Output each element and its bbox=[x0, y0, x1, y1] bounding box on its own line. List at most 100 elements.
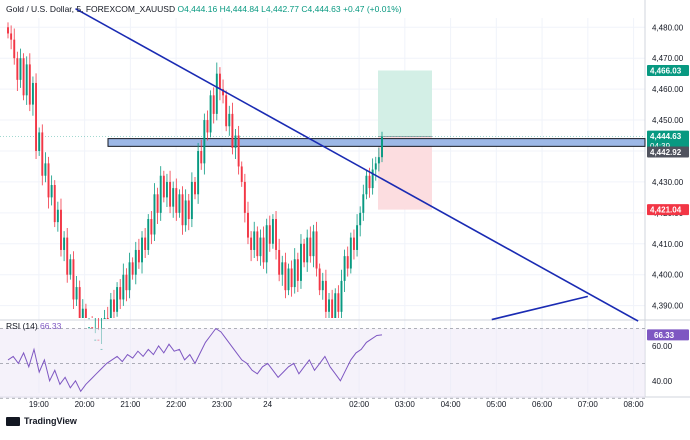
candle-body bbox=[228, 113, 231, 127]
candle-body bbox=[53, 185, 56, 223]
candle bbox=[147, 214, 150, 255]
candle bbox=[284, 252, 287, 299]
candle-body bbox=[35, 82, 38, 151]
candle-body bbox=[16, 58, 19, 80]
price-tick-label: 4,400.00 bbox=[652, 271, 684, 280]
candle-body bbox=[256, 231, 259, 257]
candle bbox=[19, 48, 22, 88]
candle-body bbox=[197, 150, 200, 195]
time-tick-label: 20:00 bbox=[75, 400, 96, 409]
candle-body bbox=[72, 259, 75, 300]
candle-body bbox=[144, 237, 147, 250]
brand-label: TradingView bbox=[24, 416, 77, 426]
candle-body bbox=[50, 185, 53, 198]
candle bbox=[197, 142, 200, 204]
candle-body bbox=[271, 219, 274, 244]
candle-body bbox=[60, 209, 62, 250]
candle bbox=[109, 292, 112, 318]
candle-body bbox=[346, 256, 349, 269]
candle-body bbox=[106, 318, 109, 319]
candle bbox=[377, 147, 380, 172]
candle bbox=[10, 25, 13, 50]
profit-zone[interactable] bbox=[378, 70, 432, 137]
candle-body bbox=[278, 249, 281, 275]
candle bbox=[144, 228, 147, 258]
candle-body bbox=[162, 175, 165, 198]
tradingview-logo-icon bbox=[6, 417, 20, 427]
time-tick-label: 21:00 bbox=[120, 400, 141, 409]
candle bbox=[137, 238, 140, 269]
candle bbox=[131, 257, 134, 280]
symbol-header: Gold / U.S. Dollar, 5, FOREXCOM_XAUUSD O… bbox=[6, 4, 402, 14]
candle bbox=[122, 263, 125, 306]
candle-body bbox=[78, 287, 81, 318]
candle bbox=[16, 51, 19, 91]
descending-trendline[interactable] bbox=[75, 8, 639, 322]
candle bbox=[209, 90, 212, 138]
candle-body bbox=[56, 209, 59, 223]
candle-body bbox=[234, 135, 237, 148]
candle bbox=[243, 173, 246, 223]
high-value: H4,444.84 bbox=[219, 4, 259, 14]
candle-body bbox=[250, 237, 253, 250]
candle-body bbox=[156, 194, 159, 213]
time-tick-label: 06:00 bbox=[532, 400, 553, 409]
candle bbox=[206, 110, 209, 141]
symbol-name: Gold / U.S. Dollar, 5, FOREXCOM_XAUUSD bbox=[6, 4, 176, 14]
candle bbox=[312, 224, 315, 268]
candle bbox=[265, 218, 268, 274]
tradingview-logo[interactable]: TradingView bbox=[6, 416, 77, 427]
candle bbox=[337, 285, 340, 318]
candle bbox=[287, 263, 290, 296]
candle-body bbox=[237, 135, 240, 167]
candle-body bbox=[63, 237, 66, 250]
candle-body bbox=[169, 181, 172, 207]
rsi-value-tag-bg bbox=[647, 329, 689, 341]
candle-body bbox=[356, 225, 359, 250]
candle-body bbox=[147, 219, 150, 250]
loss-zone[interactable] bbox=[378, 136, 432, 210]
candle-body bbox=[337, 293, 340, 312]
candle-body bbox=[31, 82, 34, 105]
candle-body bbox=[119, 287, 122, 300]
candle bbox=[119, 279, 122, 310]
candle bbox=[253, 221, 256, 258]
candle bbox=[162, 170, 165, 203]
price-tick-label: 4,390.00 bbox=[652, 302, 684, 311]
candle bbox=[231, 102, 234, 155]
candle bbox=[371, 158, 374, 195]
candle bbox=[31, 76, 34, 116]
candle bbox=[247, 201, 249, 245]
candle-body bbox=[293, 259, 296, 288]
candle bbox=[225, 90, 228, 132]
candle bbox=[237, 125, 240, 175]
current-price-tag: 4,444.63 bbox=[650, 132, 682, 141]
candle-body bbox=[340, 280, 343, 312]
candle bbox=[194, 176, 196, 200]
price-tick-label: 4,450.00 bbox=[652, 116, 684, 125]
candle-body bbox=[253, 231, 256, 250]
time-tick-label: 03:00 bbox=[395, 400, 416, 409]
candle bbox=[175, 178, 178, 221]
candle bbox=[75, 275, 78, 306]
support-zone[interactable] bbox=[107, 138, 646, 147]
candle-body bbox=[287, 268, 290, 291]
candle-body bbox=[365, 175, 368, 195]
rsi-value-tag: 66.33 bbox=[654, 331, 675, 340]
candle bbox=[278, 238, 281, 282]
ascending-trendline[interactable] bbox=[491, 295, 589, 321]
candle bbox=[359, 206, 362, 237]
candle-body bbox=[181, 194, 184, 226]
candle bbox=[300, 234, 302, 289]
candle bbox=[296, 252, 299, 293]
candle bbox=[91, 316, 94, 329]
time-tick-label: 05:00 bbox=[486, 400, 507, 409]
candle bbox=[56, 201, 59, 232]
candle-body bbox=[259, 237, 262, 257]
candle-body bbox=[187, 200, 190, 220]
candle-body bbox=[240, 166, 243, 182]
candle bbox=[153, 183, 156, 241]
rsi-line[interactable] bbox=[7, 327, 383, 393]
